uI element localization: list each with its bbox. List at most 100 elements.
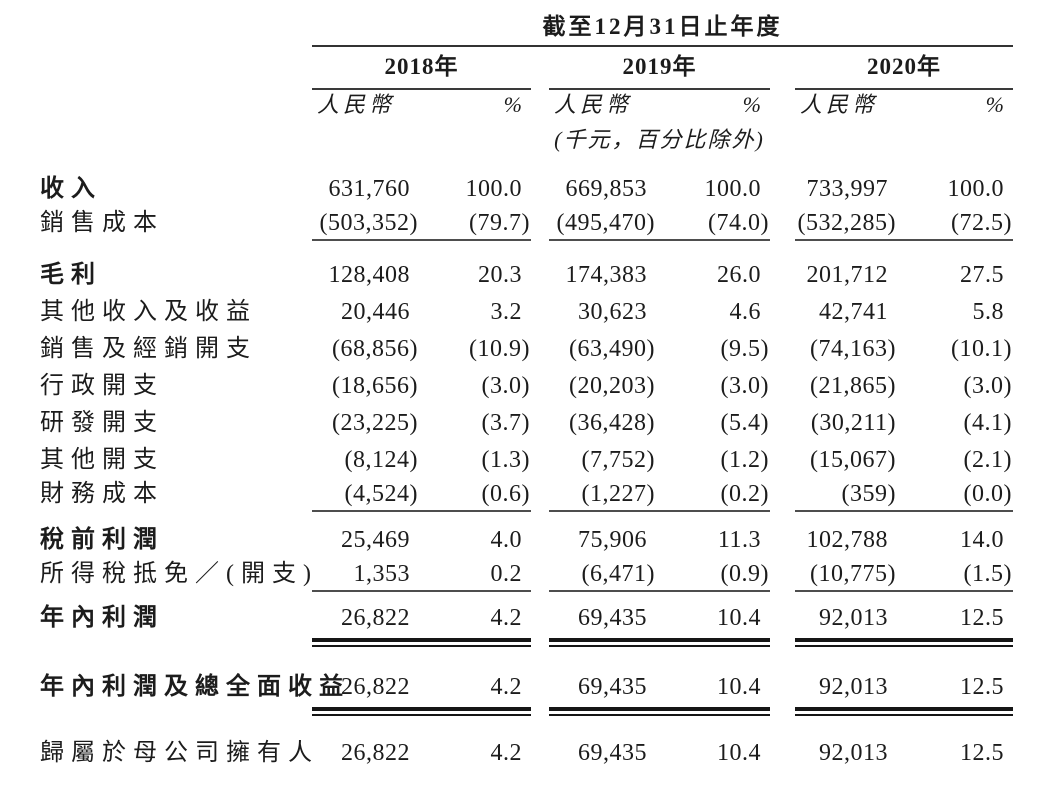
- table-row: 年內利潤 26,822 4.2 69,435 10.4 92,013 12.5: [40, 602, 1013, 635]
- row-label: 年內利潤: [40, 605, 164, 631]
- table-row: 行政開支 (18,656) (3.0) (20,203) (3.0) (21,865) (3…: [40, 368, 1013, 405]
- percent-header-2019: %: [742, 92, 761, 117]
- cell-2020-rmb: 733,997: [806, 176, 888, 202]
- cell-2018-pct: 4.0: [490, 527, 522, 553]
- cell-2020-rmb: (532,285): [795, 208, 897, 241]
- cell-2020-rmb: (15,067): [810, 447, 896, 473]
- cell-2019-pct: (74.0): [656, 208, 770, 241]
- total-double-rule: [549, 638, 656, 647]
- table-row: 所得稅抵免／(開支) 1,353 0.2 (6,471) (0.9) (10,775) (1…: [40, 559, 1013, 592]
- cell-2019-rmb: (7,752): [581, 447, 655, 473]
- cell-2019-pct: 100.0: [704, 176, 761, 202]
- cell-2020-rmb: 92,013: [819, 605, 888, 631]
- cell-2018-rmb: (503,352): [312, 208, 419, 241]
- cell-2018-rmb: (68,856): [332, 336, 418, 362]
- table-row: 銷售成本 (503,352) (79.7) (495,470) (74.0) (532,2…: [40, 208, 1013, 241]
- cell-2018-rmb: 128,408: [328, 262, 410, 288]
- cell-2019-pct: (9.5): [720, 336, 769, 362]
- table-row: 收入 631,760 100.0 669,853 100.0 733,997 100.0: [40, 171, 1013, 208]
- cell-2018-pct: (3.7): [481, 410, 530, 436]
- cell-2019-pct: 26.0: [717, 262, 761, 288]
- total-double-rule: [549, 707, 656, 716]
- row-label: 稅前利潤: [40, 527, 164, 553]
- table-header: 截至12月31日止年度: [40, 8, 1013, 47]
- cell-2019-rmb: (6,471): [549, 559, 656, 592]
- percent-header-2018: %: [503, 92, 522, 117]
- cell-2018-pct: (1.3): [481, 447, 530, 473]
- cell-2020-pct: 12.5: [960, 740, 1004, 766]
- cell-2019-pct: 10.4: [717, 740, 761, 766]
- cell-2018-pct: 20.3: [478, 262, 522, 288]
- spacer: [40, 652, 1043, 671]
- table-row: 年內利潤及總全面收益 26,822 4.2 69,435 10.4 92,013 12.5: [40, 671, 1013, 704]
- total-double-rule-row: [40, 635, 1013, 652]
- cell-2020-rmb: (21,865): [810, 373, 896, 399]
- cell-2020-pct: (72.5): [897, 208, 1013, 241]
- row-label: 歸屬於母公司擁有人: [40, 740, 319, 766]
- cell-2018-rmb: 26,822: [341, 674, 410, 700]
- cell-2019-rmb: 69,435: [578, 674, 647, 700]
- total-double-rule: [897, 638, 1013, 647]
- year-header-2019: 2019年: [549, 45, 770, 90]
- total-double-rule: [419, 707, 531, 716]
- cell-2019-pct: (0.2): [656, 479, 770, 512]
- cell-2018-rmb: (18,656): [332, 373, 418, 399]
- cell-2018-rmb: 25,469: [341, 527, 410, 553]
- row-label: 毛利: [40, 262, 102, 288]
- cell-2020-pct: 100.0: [947, 176, 1004, 202]
- cell-2019-rmb: (495,470): [549, 208, 656, 241]
- table-row: 稅前利潤 25,469 4.0 75,906 11.3 102,788 14.0: [40, 522, 1013, 559]
- cell-2018-pct: (79.7): [419, 208, 531, 241]
- cell-2018-rmb: 20,446: [341, 299, 410, 325]
- total-double-rule: [419, 638, 531, 647]
- row-label: 行政開支: [40, 373, 164, 399]
- row-label: 其他開支: [40, 447, 164, 473]
- cell-2020-rmb: (10,775): [795, 559, 897, 592]
- total-double-rule: [656, 707, 770, 716]
- row-label: 銷售及經銷開支: [40, 336, 257, 362]
- cell-2018-pct: (0.6): [419, 479, 531, 512]
- row-label: 收入: [40, 176, 102, 202]
- cell-2018-rmb: 1,353: [312, 559, 419, 592]
- cell-2020-rmb: (30,211): [810, 410, 896, 436]
- row-label: 研發開支: [40, 410, 164, 436]
- table-row: 其他開支 (8,124) (1.3) (7,752) (1.2) (15,067) (2.1…: [40, 442, 1013, 479]
- cell-2019-pct: (5.4): [720, 410, 769, 436]
- cell-2020-rmb: (74,163): [810, 336, 896, 362]
- cell-2019-rmb: 69,435: [578, 605, 647, 631]
- cell-2019-rmb: 75,906: [578, 527, 647, 553]
- total-double-rule-row: [40, 704, 1013, 721]
- cell-2020-rmb: (359): [795, 479, 897, 512]
- cell-2018-pct: (3.0): [481, 373, 530, 399]
- cell-2019-pct: 10.4: [717, 605, 761, 631]
- report-period-title: 截至12月31日止年度: [312, 8, 1013, 47]
- cell-2020-pct: (1.5): [897, 559, 1013, 592]
- table-row: 財務成本 (4,524) (0.6) (1,227) (0.2) (359) (0.0): [40, 479, 1013, 512]
- cell-2019-rmb: 174,383: [565, 262, 647, 288]
- table-row: 銷售及經銷開支 (68,856) (10.9) (63,490) (9.5) (74,16…: [40, 331, 1013, 368]
- cell-2019-rmb: 669,853: [565, 176, 647, 202]
- cell-2020-pct: 12.5: [960, 674, 1004, 700]
- currency-header-2018: 人民幣: [317, 92, 396, 117]
- cell-2019-pct: 11.3: [717, 527, 761, 553]
- cell-2020-pct: 12.5: [960, 605, 1004, 631]
- cell-2018-rmb: 26,822: [341, 740, 410, 766]
- cell-2020-pct: 5.8: [972, 299, 1004, 325]
- cell-2020-pct: (3.0): [963, 373, 1012, 399]
- cell-2019-pct: (1.2): [720, 447, 769, 473]
- cell-2018-pct: 4.2: [490, 674, 522, 700]
- table-row: 研發開支 (23,225) (3.7) (36,428) (5.4) (30,211) (4…: [40, 405, 1013, 442]
- column-header-row: 人民幣 % 人民幣 % 人民幣 %: [40, 88, 1013, 122]
- table-row: 其他收入及收益 20,446 3.2 30,623 4.6 42,741 5.8: [40, 294, 1013, 331]
- cell-2018-rmb: (4,524): [312, 479, 419, 512]
- currency-header-2019: 人民幣: [554, 92, 633, 117]
- cell-2019-pct: 10.4: [717, 674, 761, 700]
- row-label: 銷售成本: [40, 210, 164, 236]
- cell-2018-pct: 0.2: [419, 559, 531, 592]
- year-header-2018: 2018年: [312, 45, 531, 90]
- year-header-row: 2018年 2019年 2020年: [40, 45, 1013, 90]
- cell-2018-rmb: 631,760: [328, 176, 410, 202]
- cell-2020-pct: (2.1): [963, 447, 1012, 473]
- cell-2018-pct: 3.2: [490, 299, 522, 325]
